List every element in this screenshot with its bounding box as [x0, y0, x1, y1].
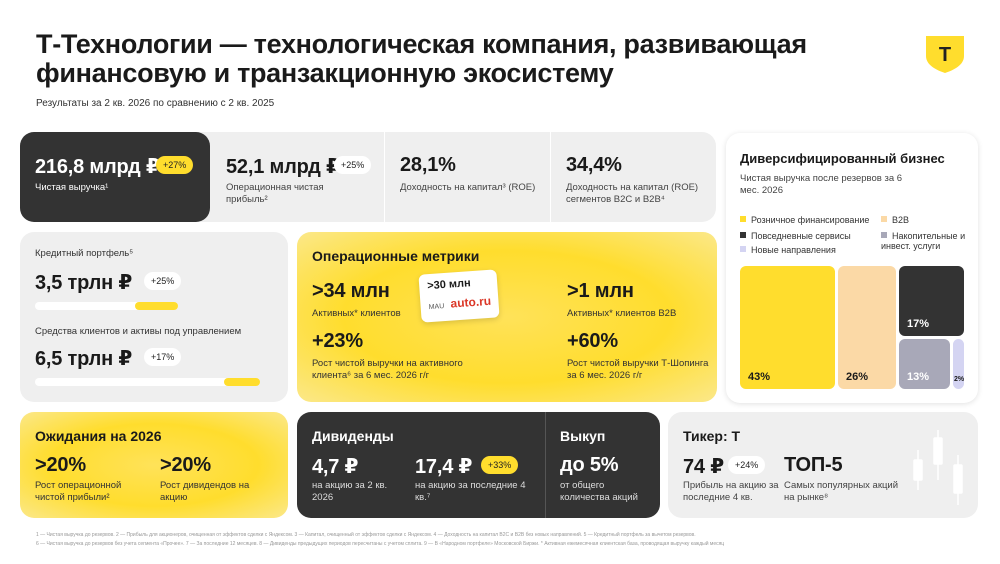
- growth-value: +23%: [312, 330, 363, 352]
- shopping-value: +60%: [567, 330, 618, 352]
- kpi-divider: [384, 132, 385, 222]
- treemap-tile-daily: 17%: [899, 266, 964, 336]
- profit-badge: +25%: [334, 156, 372, 174]
- legend-item-new: Новые направления: [740, 245, 836, 255]
- treemap-tile-new: 2%: [953, 339, 964, 389]
- b2b-label: Активных* клиентов B2B: [567, 308, 677, 319]
- profit-value: 52,1 млрд ₽: [226, 156, 340, 178]
- op-growth-value: >20%: [35, 454, 86, 476]
- ticker-heading: Тикер: Т: [683, 428, 741, 444]
- dividend-ltm-value: 17,4 ₽: [415, 456, 473, 478]
- top5-value: ТОП-5: [784, 454, 843, 476]
- eps-value: 74 ₽: [683, 456, 724, 478]
- page-title: Т-Технологии — технологическая компания,…: [36, 29, 807, 88]
- dividend-quarter-value: 4,7 ₽: [312, 456, 359, 478]
- buyback-divider: [545, 412, 546, 518]
- revenue-badge: +27%: [156, 156, 194, 174]
- revenue-card: 216,8 млрд ₽ +27% Чистая выручка¹: [20, 132, 210, 222]
- svg-text:Т: Т: [939, 44, 951, 66]
- div-growth-value: >20%: [160, 454, 211, 476]
- operational-heading: Операционные метрики: [312, 248, 480, 264]
- funds-badge: +17%: [144, 348, 182, 366]
- credit-label: Кредитный портфель⁵: [35, 248, 134, 259]
- buyback-value: до 5%: [560, 454, 619, 476]
- funds-value: 6,5 трлн ₽: [35, 348, 133, 370]
- legend-item-invest: Накопительные и инвест. услуги: [881, 231, 966, 251]
- funds-label: Средства клиентов и активы под управлени…: [35, 326, 242, 337]
- funds-progress-bar: [35, 378, 260, 386]
- revenue-label: Чистая выручка¹: [35, 182, 109, 193]
- profit-label: Операционная чистая прибыль²: [226, 182, 324, 205]
- funds-progress-fill: [224, 378, 260, 386]
- expectations-heading: Ожидания на 2026: [35, 428, 162, 444]
- credit-badge: +25%: [144, 272, 182, 290]
- candlestick-chart-icon: [913, 430, 963, 505]
- roe-value: 28,1%: [400, 154, 456, 176]
- mau-value: >30 млн: [426, 277, 472, 293]
- top5-label: Самых популярных акций на рынке⁸: [784, 480, 899, 503]
- credit-value: 3,5 трлн ₽: [35, 272, 133, 294]
- treemap-tile-invest: 13%: [899, 339, 950, 389]
- buyback-heading: Выкуп: [560, 428, 606, 444]
- dividend-ltm-label: на акцию за последние 4 кв.⁷: [415, 480, 526, 503]
- roe-label: Доходность на капитал³ (ROE): [400, 182, 536, 193]
- eps-label: Прибыль на акцию за последние 4 кв.: [683, 480, 779, 503]
- footnote-line-1: 1 — Чистая выручка до резервов. 2 — Приб…: [36, 532, 696, 538]
- buyback-label: от общего количества акций: [560, 480, 638, 503]
- dividend-quarter-label: на акцию за 2 кв. 2026: [312, 480, 388, 503]
- credit-progress-fill: [135, 302, 178, 310]
- dividend-ltm-badge: +33%: [481, 456, 519, 474]
- treemap-tile-retail: 43%: [740, 266, 835, 389]
- ticker-card: Тикер: Т 74 ₽ +24% Прибыль на акцию за п…: [668, 412, 978, 518]
- company-logo-icon: Т: [926, 36, 964, 73]
- credit-progress-bar: [35, 302, 178, 310]
- div-growth-label: Рост дивидендов на акцию: [160, 480, 250, 503]
- expectations-card: Ожидания на 2026 >20% Рост операционной …: [20, 412, 288, 518]
- kpi-divider: [550, 132, 551, 222]
- legend-item-daily: Повседневные сервисы: [740, 231, 851, 241]
- roe-b2c-value: 34,4%: [566, 154, 622, 176]
- portfolio-card: Кредитный портфель⁵ 3,5 трлн ₽ +25% Сред…: [20, 232, 288, 402]
- diversified-subheading: Чистая выручка после резервов за 6 мес. …: [740, 173, 903, 196]
- roe-b2c-label: Доходность на капитал (ROE) сегментов B2…: [566, 182, 699, 205]
- shopping-label: Рост чистой выручки Т-Шопинга за 6 мес. …: [567, 358, 709, 381]
- mau-label: MAU: [428, 303, 445, 312]
- page-subtitle: Результаты за 2 кв. 2026 по сравнению с …: [36, 98, 275, 109]
- treemap-tile-b2b: 26%: [838, 266, 896, 389]
- b2b-value: >1 млн: [567, 280, 634, 302]
- autoru-logo: auto.ru: [450, 293, 492, 311]
- clients-label: Активных* клиентов: [312, 308, 401, 319]
- diversified-card: Диверсифицированный бизнес Чистая выручк…: [726, 133, 978, 403]
- legend-item-b2b: B2B: [881, 215, 909, 225]
- autoru-mau-sticker: >30 млн MAU auto.ru: [418, 269, 500, 323]
- op-growth-label: Рост операционной чистой прибыли²: [35, 480, 122, 503]
- clients-value: >34 млн: [312, 280, 390, 302]
- eps-badge: +24%: [728, 456, 766, 474]
- dividends-card: Дивиденды 4,7 ₽ на акцию за 2 кв. 2026 1…: [297, 412, 660, 518]
- operational-card: Операционные метрики >34 млн Активных* к…: [297, 232, 717, 402]
- legend-item-retail: Розничное финансирование: [740, 215, 869, 225]
- revenue-value: 216,8 млрд ₽: [35, 156, 160, 178]
- dividends-heading: Дивиденды: [312, 428, 394, 444]
- diversified-heading: Диверсифицированный бизнес: [740, 151, 945, 166]
- footnote-line-2: 6 — Чистая выручка до резервов без учета…: [36, 541, 725, 547]
- growth-label: Рост чистой выручки на активного клиента…: [312, 358, 463, 381]
